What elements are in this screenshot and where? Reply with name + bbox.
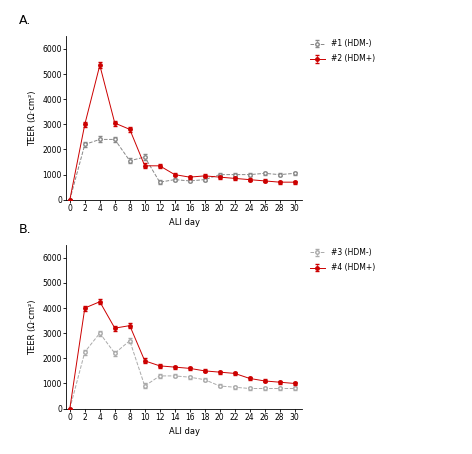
Y-axis label: TEER (Ω·cm²): TEER (Ω·cm²): [28, 90, 37, 146]
Legend: #3 (HDM-), #4 (HDM+): #3 (HDM-), #4 (HDM+): [307, 245, 379, 276]
Y-axis label: TEER (Ω·cm²): TEER (Ω·cm²): [28, 299, 37, 355]
X-axis label: ALI day: ALI day: [169, 218, 200, 227]
Legend: #1 (HDM-), #2 (HDM+): #1 (HDM-), #2 (HDM+): [307, 36, 379, 67]
Text: B.: B.: [19, 223, 32, 236]
X-axis label: ALI day: ALI day: [169, 427, 200, 436]
Text: A.: A.: [19, 14, 31, 27]
